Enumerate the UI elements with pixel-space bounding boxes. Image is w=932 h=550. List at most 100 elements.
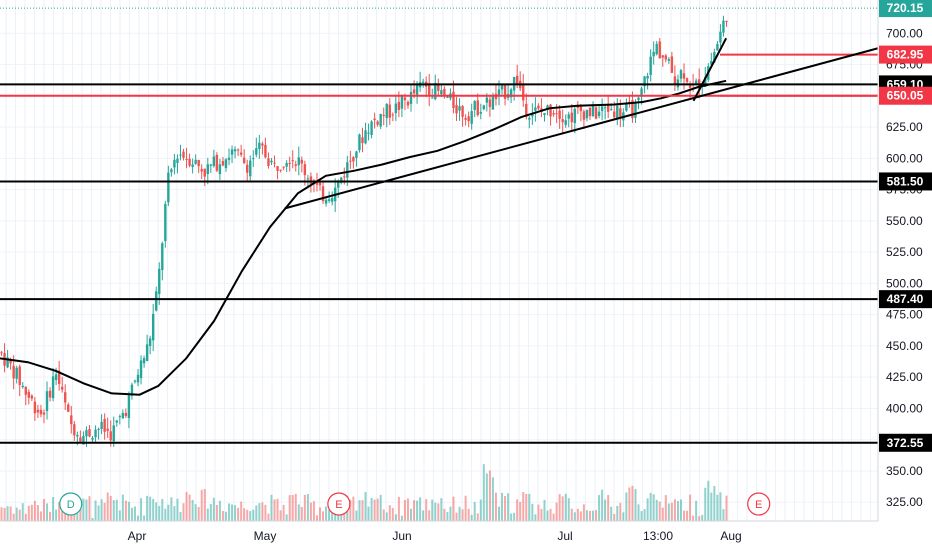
volume-bar <box>218 500 221 521</box>
volume-bar <box>649 492 652 521</box>
volume-bar <box>261 502 264 521</box>
candle-body <box>91 438 94 440</box>
candle-body <box>276 166 279 171</box>
volume-bar <box>419 497 422 521</box>
candle-body <box>522 84 525 101</box>
volume-bar <box>52 497 55 521</box>
candle-body <box>655 43 658 55</box>
volume-bar <box>695 500 698 521</box>
candle-body <box>376 121 379 125</box>
volume-bar <box>364 491 367 521</box>
candle-body <box>488 99 492 107</box>
volume-bar <box>103 502 106 521</box>
volume-bar <box>613 514 616 521</box>
candle-body <box>18 366 21 386</box>
candle-body <box>109 431 112 441</box>
volume-bar <box>79 505 82 521</box>
volume-bar <box>115 499 118 521</box>
volume-bar <box>167 504 170 521</box>
candle-body <box>106 428 109 431</box>
candle-body <box>203 168 206 177</box>
volume-bar <box>719 492 722 521</box>
volume-bar <box>592 510 595 521</box>
candle-body <box>130 384 134 396</box>
candle-body <box>45 391 49 412</box>
candle-body <box>88 429 91 437</box>
volume-bar <box>300 506 303 521</box>
volume-bar <box>546 510 549 521</box>
volume-bar <box>537 504 540 521</box>
volume-bar <box>88 496 91 521</box>
volume-bar <box>692 515 695 521</box>
candle-body <box>39 409 43 415</box>
candle-body <box>555 113 558 115</box>
volume-bar <box>140 498 143 521</box>
volume-bar <box>319 507 322 521</box>
volume-bar <box>24 513 27 521</box>
price-badge <box>879 172 932 191</box>
candle-body <box>270 160 273 163</box>
volume-bar <box>686 510 689 521</box>
candle-body <box>476 100 479 116</box>
volume-bar <box>391 507 394 521</box>
volume-bar <box>410 508 413 521</box>
candle-body <box>382 114 385 116</box>
volume-bar <box>449 506 452 521</box>
candle-body <box>725 20 728 23</box>
candle-body <box>610 109 613 111</box>
candle-body <box>155 291 158 311</box>
volume-bar <box>137 515 140 521</box>
volume-bar <box>282 504 285 521</box>
volume-bar <box>249 511 252 521</box>
candle-body <box>127 394 131 418</box>
volume-bar <box>27 505 30 521</box>
candle-body <box>36 409 40 413</box>
volume-bar <box>607 495 610 521</box>
volume-bar <box>367 506 370 521</box>
volume-bar <box>564 493 567 521</box>
volume-bar <box>446 511 449 521</box>
volume-bar <box>431 499 434 521</box>
trendline <box>692 37 728 102</box>
volume-bar <box>676 501 679 521</box>
candle-body <box>227 157 231 160</box>
candle-body <box>482 105 486 110</box>
candle-body <box>115 420 118 423</box>
candle-body <box>57 370 61 385</box>
time-scale[interactable]: Apr May Jun Jul 13:00 Aug <box>128 529 742 543</box>
candle-body <box>79 437 82 442</box>
candle-body <box>391 114 395 116</box>
moving-average-line <box>0 79 727 396</box>
volume-bar <box>561 496 564 521</box>
candle-body <box>167 172 170 203</box>
price-badge <box>879 45 932 64</box>
volume-bar <box>252 509 255 521</box>
time-tick-label: May <box>254 529 277 543</box>
candle-body <box>379 113 382 127</box>
candle-body <box>209 164 213 166</box>
volume-bar <box>206 508 209 521</box>
volume-bar <box>637 504 640 521</box>
candle-body <box>497 89 501 97</box>
candle-body <box>148 338 152 347</box>
candle-body <box>570 112 573 123</box>
candle-body <box>252 158 255 160</box>
volume-bar <box>443 508 446 521</box>
price-badge <box>879 86 932 105</box>
candle-body <box>239 152 243 155</box>
volume-bar <box>209 503 212 521</box>
candle-body <box>473 101 476 110</box>
candle-body <box>200 169 203 172</box>
volume-bar <box>658 501 661 521</box>
volume-bar <box>673 499 676 521</box>
candle-body <box>561 119 564 123</box>
candle-body <box>676 79 680 88</box>
candle-body <box>719 31 722 43</box>
candle-body <box>409 92 413 104</box>
candle-body <box>246 164 249 173</box>
volume-bar <box>631 485 634 521</box>
volume-bar <box>328 509 331 521</box>
volume-bar <box>413 500 416 521</box>
event-marker-label: E <box>755 499 762 511</box>
